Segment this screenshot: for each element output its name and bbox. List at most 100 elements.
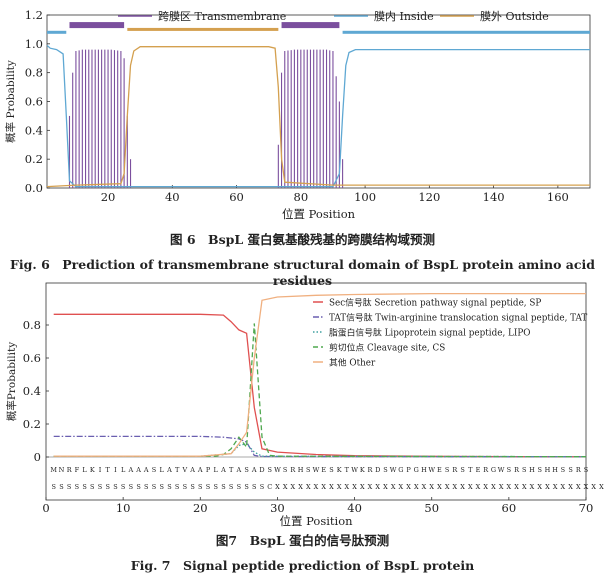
y-tick-label: 0.8 — [25, 66, 43, 80]
sequence-label: X — [391, 483, 396, 491]
sequence-residue: S — [460, 466, 464, 474]
sequence-label: S — [98, 483, 102, 491]
y-tick-label: 0.6 — [25, 95, 43, 109]
legend-label: 剪切位点 Cleavage site, CS — [329, 342, 445, 354]
sequence-label: S — [206, 483, 210, 491]
y-tick-label: 0.4 — [23, 384, 41, 398]
sequence-residue: R — [576, 466, 582, 474]
y-tick-label: 0.0 — [25, 181, 43, 195]
topology-bar-transmembrane — [281, 22, 340, 29]
sequence-label: S — [237, 483, 241, 491]
sequence-residue: R — [368, 466, 374, 474]
sequence-residue: S — [383, 466, 387, 474]
y-tick-label: 1.2 — [25, 8, 43, 22]
sequence-residue: S — [244, 466, 248, 474]
sequence-residue: T — [175, 466, 180, 474]
sequence-residue: S — [306, 466, 310, 474]
sequence-residue: W — [351, 466, 358, 474]
sequence-residue: D — [259, 466, 264, 474]
sequence-label: X — [584, 483, 589, 491]
sequence-label: X — [275, 483, 280, 491]
sequence-residue: T — [345, 466, 350, 474]
sequence-residue: H — [545, 466, 551, 474]
sequence-label: S — [229, 483, 233, 491]
x-tick-label: 20 — [193, 501, 208, 515]
x-tick-label: 100 — [354, 190, 376, 204]
sequence-residue: R — [67, 466, 73, 474]
sequence-residue: A — [128, 466, 134, 474]
sequence-residue: A — [236, 466, 242, 474]
sequence-label: S — [152, 483, 156, 491]
sequence-residue: W — [313, 466, 320, 474]
sequence-residue: S — [507, 466, 511, 474]
sequence-label: X — [306, 483, 311, 491]
sequence-label: S — [90, 483, 94, 491]
y-tick-label: 0 — [34, 450, 41, 464]
sequence-label: S — [75, 483, 79, 491]
sequence-residue: S — [522, 466, 526, 474]
sequence-label: X — [507, 483, 512, 491]
series-line-cleavage-site — [53, 323, 587, 458]
sequence-label: S — [213, 483, 217, 491]
legend-label: 跨膜区 Transmembrane — [158, 10, 286, 23]
sequence-residue: V — [182, 466, 188, 474]
sequence-label: X — [445, 483, 450, 491]
y-tick-label: 0.6 — [23, 351, 41, 365]
x-tick-label: 10 — [116, 501, 131, 515]
sequence-label: X — [576, 483, 581, 491]
sequence-label: X — [514, 483, 519, 491]
sequence-residue: F — [75, 466, 80, 474]
sequence-residue: I — [114, 466, 117, 474]
series-line-outside — [46, 46, 590, 188]
sequence-label: X — [337, 483, 342, 491]
transmembrane-chart: 20 40 60 80 100 120 140 160 0.0 0.2 0.4 0.6 0.8 1.0 1.… — [4, 8, 591, 221]
sequence-label: S — [183, 483, 187, 491]
sequence-residue: S — [283, 466, 287, 474]
sequence-label: X — [553, 483, 558, 491]
y-tick-label: 0.2 — [23, 417, 41, 431]
legend-label: 膜外 Outside — [480, 10, 549, 23]
sequence-label: X — [321, 483, 326, 491]
series-line-tat — [53, 435, 587, 458]
sequence-residue: I — [99, 466, 102, 474]
sequence-residue: R — [452, 466, 458, 474]
sequence-label: X — [491, 483, 496, 491]
sequence-residue: N — [59, 466, 65, 474]
x-tick-label: 140 — [483, 190, 505, 204]
sequence-label: X — [345, 483, 350, 491]
sequence-label: S — [121, 483, 125, 491]
legend-label: 膜内 Inside — [374, 9, 434, 23]
sequence-residue: S — [445, 466, 449, 474]
x-tick-label: 70 — [579, 501, 594, 515]
sequence-label: S — [67, 483, 71, 491]
x-tick-label: 120 — [418, 190, 440, 204]
sequence-residue: A — [166, 466, 172, 474]
sequence-residue: W — [274, 466, 281, 474]
sequence-label: X — [329, 483, 334, 491]
x-tick-label: 20 — [101, 190, 116, 204]
sequence-label: S — [175, 483, 179, 491]
sequence-residue: A — [197, 466, 203, 474]
sequence-residue: W — [498, 466, 505, 474]
sequence-label: X — [291, 483, 296, 491]
sequence-residue: W — [428, 466, 435, 474]
sequence-residue: L — [82, 466, 87, 474]
sequence-residue: G — [414, 466, 419, 474]
sequence-residue: L — [121, 466, 126, 474]
sequence-label: X — [399, 483, 404, 491]
sequence-label: X — [453, 483, 458, 491]
sequence-residue: K — [360, 466, 365, 474]
sequence-residue: W — [390, 466, 397, 474]
x-axis-label: 位置 Position — [279, 514, 353, 528]
sequence-residue: P — [206, 466, 211, 474]
x-tick-label: 60 — [502, 501, 517, 515]
sequence-label: S — [105, 483, 109, 491]
sequence-label: S — [244, 483, 248, 491]
sequence-label: X — [568, 483, 573, 491]
sequence-residue: T — [106, 466, 111, 474]
sequence-residue: T — [229, 466, 234, 474]
sequence-residue: A — [143, 466, 149, 474]
sequence-residue: A — [135, 466, 141, 474]
topology-bar-inside — [47, 30, 67, 34]
